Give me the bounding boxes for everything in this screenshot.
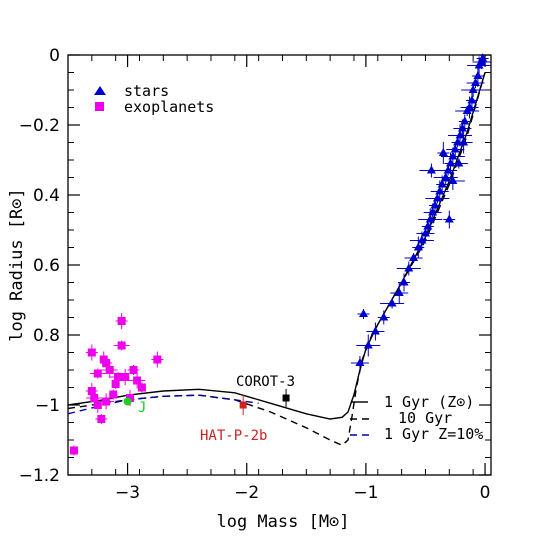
star-point: [444, 214, 454, 223]
star-point: [474, 60, 484, 69]
star-point: [454, 158, 464, 167]
annotation-hatp2b: HAT-P-2b: [200, 428, 267, 444]
legend-label-exoplanets: exoplanets: [124, 98, 214, 116]
star-point: [460, 116, 470, 125]
legend-label-1gyr: 1 Gyr (Z⊙): [384, 393, 474, 411]
data-points: [69, 53, 492, 456]
x-axis-title: log Mass [M⊙]: [216, 512, 349, 532]
annotation-corot3: COROT-3: [236, 374, 295, 390]
exoplanet-point: [153, 355, 162, 364]
star-point: [455, 130, 465, 139]
star-point: [448, 151, 458, 160]
jupiter-point: [123, 397, 132, 406]
axis-ticks: −3 −2 −1 0 0 −0.2 0.4 0.6 0.8 −1 −1.2: [19, 46, 491, 503]
star-point: [471, 78, 481, 86]
star-point: [425, 214, 435, 223]
exoplanet-point: [125, 394, 134, 402]
y-tick-label: 0.8: [33, 326, 60, 346]
legend-marker-stars: [94, 86, 106, 95]
legend-label-10gyr: 10 Gyr: [398, 409, 452, 427]
exoplanet-point: [93, 401, 102, 409]
star-point: [387, 298, 397, 307]
star-point: [363, 340, 373, 349]
star-point: [462, 106, 472, 114]
exoplanet-point: [111, 380, 120, 388]
star-point: [379, 312, 389, 321]
corot3-point: [282, 394, 290, 402]
star-point: [430, 200, 440, 209]
star-point: [399, 277, 409, 286]
star-point: [438, 148, 448, 156]
y-tick-label: 0.4: [33, 186, 60, 206]
star-point: [448, 176, 458, 184]
y-tick-label: 0.6: [33, 256, 60, 276]
x-tick-label: −1: [353, 483, 378, 503]
star-point: [409, 253, 419, 261]
y-tick-label: −0.2: [19, 116, 60, 136]
exoplanet-point: [69, 446, 78, 455]
legend-marker-exoplanets: [95, 102, 104, 111]
star-point: [467, 95, 477, 104]
exoplanet-point: [114, 373, 123, 381]
x-tick-label: −3: [115, 483, 140, 503]
legend-label-z10: 1 Gyr Z=10%: [384, 425, 483, 443]
star-point: [355, 358, 365, 366]
exoplanet-point: [137, 383, 146, 392]
x-tick-label: −2: [234, 483, 259, 503]
exoplanet-point: [129, 366, 138, 374]
y-tick-label: −1: [35, 396, 60, 416]
x-tick-label: 0: [480, 483, 491, 503]
exoplanet-point: [90, 394, 99, 402]
exoplanet-point: [117, 317, 126, 325]
star-point: [457, 123, 467, 132]
star-point: [417, 235, 427, 244]
exoplanet-point: [109, 390, 118, 399]
y-tick-label: −1.2: [19, 466, 60, 486]
star-point: [443, 165, 453, 174]
star-point: [426, 165, 436, 174]
star-point: [394, 288, 404, 296]
y-tick-label: 0: [49, 46, 60, 66]
exoplanet-point: [105, 366, 114, 374]
star-point: [459, 137, 469, 146]
hatp2b-point: [239, 401, 247, 409]
star-point: [413, 242, 423, 251]
exoplanet-point: [117, 341, 126, 350]
annotation-jupiter: J: [138, 400, 146, 416]
star-point: [450, 144, 460, 153]
star-point: [404, 263, 414, 272]
star-point: [441, 172, 451, 181]
star-point: [435, 186, 445, 195]
exoplanet-point: [87, 348, 96, 357]
exoplanet-point: [97, 415, 106, 423]
curve-10gyr: [67, 72, 486, 447]
exoplanet-point: [133, 376, 142, 385]
star-point: [445, 158, 455, 167]
y-axis-title: log Radius [R⊙]: [7, 188, 27, 342]
exoplanet-point: [87, 387, 96, 395]
legend-label-stars: stars: [124, 82, 169, 100]
star-point: [370, 326, 380, 335]
star-point: [359, 309, 369, 317]
star-point: [420, 228, 430, 237]
star-point: [468, 85, 478, 93]
star-point: [432, 193, 442, 202]
exoplanet-point: [102, 359, 111, 367]
exoplanet-point: [102, 397, 111, 406]
exoplanet-point: [93, 369, 102, 378]
star-point: [473, 71, 483, 79]
